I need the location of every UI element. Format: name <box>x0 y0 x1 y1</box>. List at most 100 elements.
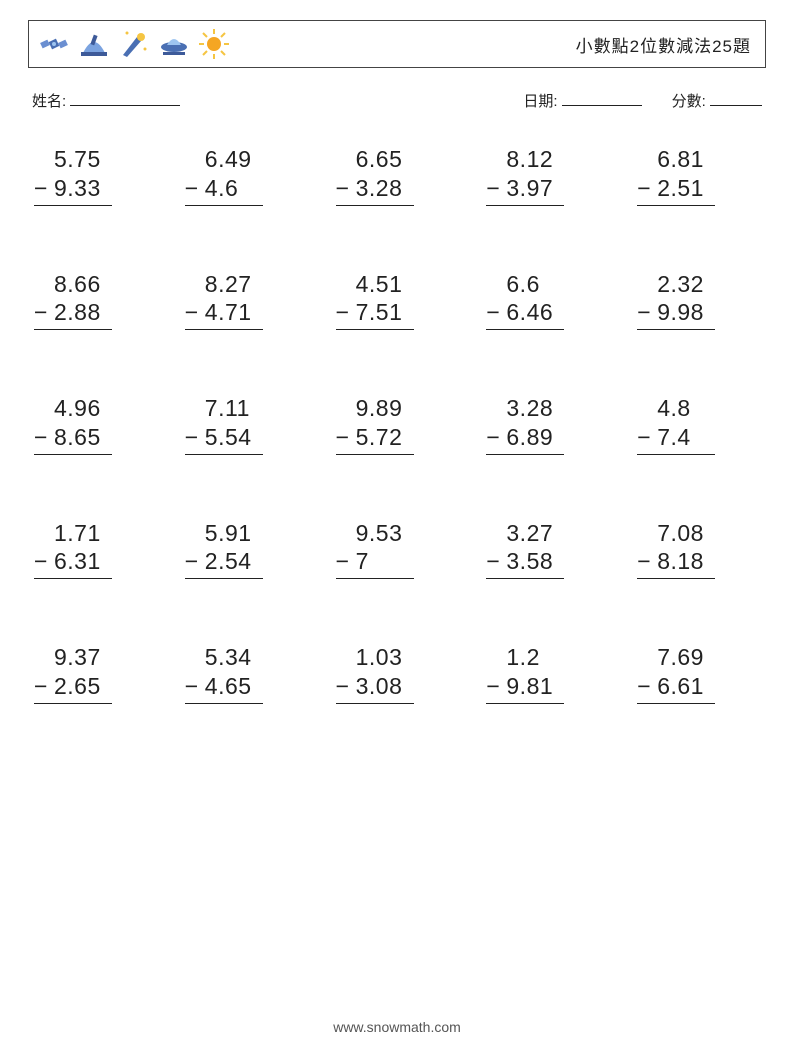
minuend: 9.37 <box>34 643 112 672</box>
subtrahend: −4.71 <box>185 298 263 330</box>
problem-21: 9.37−2.65 <box>34 643 157 704</box>
operator: − <box>34 298 48 327</box>
minuend: 4.51 <box>336 270 414 299</box>
problem-7: 8.27−4.71 <box>185 270 308 331</box>
minuend: 5.34 <box>185 643 263 672</box>
minuend: 4.8 <box>637 394 715 423</box>
operator: − <box>185 174 199 203</box>
minuend: 3.28 <box>486 394 564 423</box>
subtrahend: −7.51 <box>336 298 414 330</box>
subtrahend: −9.33 <box>34 174 112 206</box>
operator: − <box>185 298 199 327</box>
meta-row: 姓名: 日期: 分數: <box>28 90 766 111</box>
operator: − <box>486 298 500 327</box>
operator: − <box>336 174 350 203</box>
footer-url: www.snowmath.com <box>0 1019 794 1035</box>
problem-13: 9.89−5.72 <box>336 394 459 455</box>
problem-22: 5.34−4.65 <box>185 643 308 704</box>
subtrahend: −5.54 <box>185 423 263 455</box>
ufo-icon <box>157 27 191 61</box>
subtrahend: −6.31 <box>34 547 112 579</box>
subtrahend: −3.28 <box>336 174 414 206</box>
operator: − <box>486 547 500 576</box>
minuend: 1.71 <box>34 519 112 548</box>
problem-23: 1.03−3.08 <box>336 643 459 704</box>
subtrahend: −2.88 <box>34 298 112 330</box>
satellite-icon <box>37 27 71 61</box>
date-label: 日期: <box>523 93 557 110</box>
operator: − <box>486 672 500 701</box>
problem-9: 6.6 −6.46 <box>486 270 609 331</box>
sun-icon <box>197 27 231 61</box>
problem-5: 6.81−2.51 <box>637 145 760 206</box>
minuend: 7.08 <box>637 519 715 548</box>
operator: − <box>336 547 350 576</box>
subtrahend: −6.89 <box>486 423 564 455</box>
dome-icon <box>77 27 111 61</box>
minuend: 7.69 <box>637 643 715 672</box>
operator: − <box>336 298 350 327</box>
minuend: 2.32 <box>637 270 715 299</box>
score-blank[interactable] <box>710 91 762 106</box>
problem-grid: 5.75−9.336.49−4.6 6.65−3.288.12−3.976.81… <box>28 145 766 704</box>
problem-18: 9.53−7 <box>336 519 459 580</box>
subtrahend: −3.97 <box>486 174 564 206</box>
worksheet-page: 小數點2位數減法25題 姓名: 日期: 分數: 5.75−9.336.49−4.… <box>0 0 794 1053</box>
problem-14: 3.28−6.89 <box>486 394 609 455</box>
minuend: 7.11 <box>185 394 263 423</box>
problem-10: 2.32−9.98 <box>637 270 760 331</box>
subtrahend: −7.4 <box>637 423 715 455</box>
minuend: 3.27 <box>486 519 564 548</box>
operator: − <box>185 423 199 452</box>
problem-2: 6.49−4.6 <box>185 145 308 206</box>
header-icons <box>37 27 231 61</box>
problem-11: 4.96−8.65 <box>34 394 157 455</box>
subtrahend: −5.72 <box>336 423 414 455</box>
subtrahend: −2.54 <box>185 547 263 579</box>
problem-6: 8.66−2.88 <box>34 270 157 331</box>
name-blank[interactable] <box>70 91 180 106</box>
subtrahend: −3.58 <box>486 547 564 579</box>
minuend: 6.81 <box>637 145 715 174</box>
problem-17: 5.91−2.54 <box>185 519 308 580</box>
problem-20: 7.08−8.18 <box>637 519 760 580</box>
operator: − <box>637 547 651 576</box>
problem-15: 4.8−7.4 <box>637 394 760 455</box>
operator: − <box>486 174 500 203</box>
meta-date: 日期: <box>523 90 641 111</box>
subtrahend: −6.61 <box>637 672 715 704</box>
operator: − <box>336 423 350 452</box>
operator: − <box>336 672 350 701</box>
operator: − <box>637 174 651 203</box>
problem-1: 5.75−9.33 <box>34 145 157 206</box>
operator: − <box>637 423 651 452</box>
minuend: 6.6 <box>486 270 564 299</box>
subtrahend: −9.98 <box>637 298 715 330</box>
subtrahend: −8.65 <box>34 423 112 455</box>
operator: − <box>34 423 48 452</box>
minuend: 5.91 <box>185 519 263 548</box>
header-box: 小數點2位數減法25題 <box>28 20 766 68</box>
subtrahend: −4.6 <box>185 174 263 206</box>
minuend: 1.2 <box>486 643 564 672</box>
meta-name: 姓名: <box>32 90 523 111</box>
minuend: 8.12 <box>486 145 564 174</box>
minuend: 6.65 <box>336 145 414 174</box>
problem-24: 1.2 −9.81 <box>486 643 609 704</box>
score-label: 分數: <box>672 93 706 110</box>
problem-12: 7.11−5.54 <box>185 394 308 455</box>
name-label: 姓名: <box>32 93 66 110</box>
operator: − <box>486 423 500 452</box>
minuend: 5.75 <box>34 145 112 174</box>
problem-19: 3.27−3.58 <box>486 519 609 580</box>
minuend: 6.49 <box>185 145 263 174</box>
minuend: 9.89 <box>336 394 414 423</box>
operator: − <box>185 672 199 701</box>
subtrahend: −2.51 <box>637 174 715 206</box>
problem-25: 7.69−6.61 <box>637 643 760 704</box>
operator: − <box>34 547 48 576</box>
operator: − <box>637 672 651 701</box>
date-blank[interactable] <box>562 91 642 106</box>
subtrahend: −9.81 <box>486 672 564 704</box>
minuend: 8.27 <box>185 270 263 299</box>
